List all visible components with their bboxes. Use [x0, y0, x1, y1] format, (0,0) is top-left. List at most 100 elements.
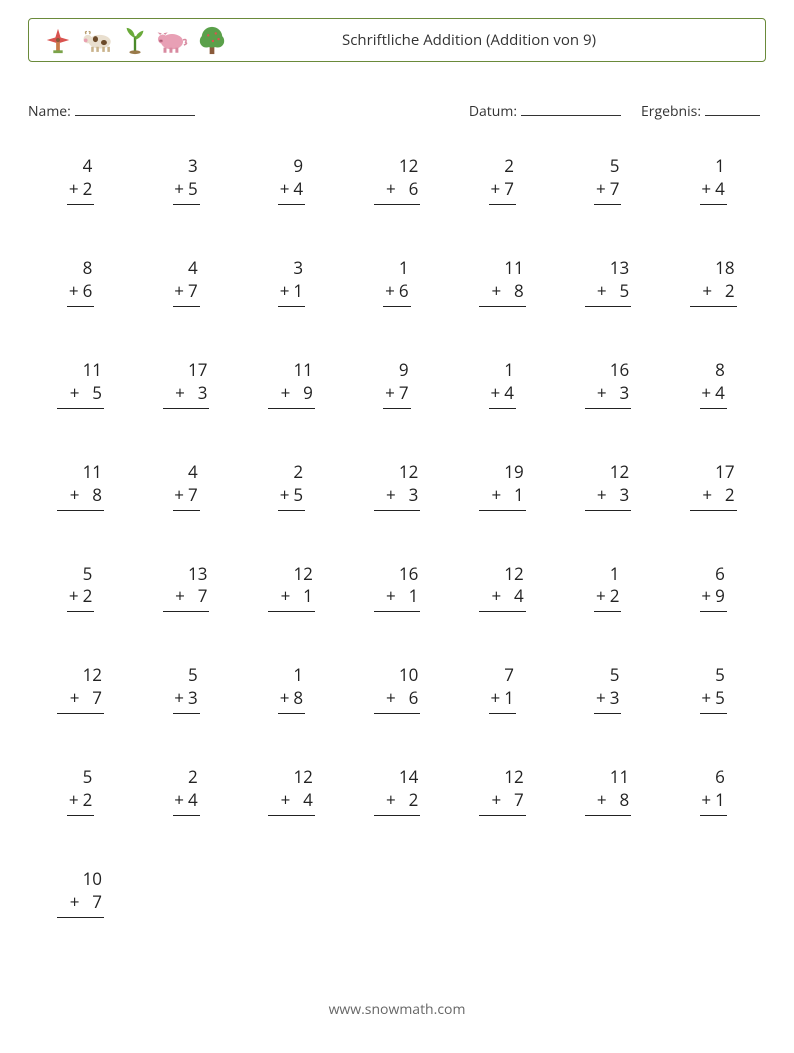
addition-problem: 2+5: [278, 461, 305, 511]
problem-rule: [489, 407, 516, 409]
addition-problem: 12+ 7: [479, 766, 526, 816]
addend-bottom-value: 5: [188, 178, 198, 201]
addend-top: 17: [188, 359, 209, 382]
addition-problem: 11+ 8: [57, 461, 104, 511]
addend-top: 12: [399, 155, 420, 178]
plus-operator: +: [70, 382, 80, 405]
info-fields-row: Name: Datum: Ergebnis:: [28, 102, 766, 121]
plus-operator: +: [174, 178, 184, 201]
addition-problem: 9+4: [278, 155, 305, 205]
addition-problem: 1+6: [383, 257, 410, 307]
addition-problem: 1+4: [700, 155, 727, 205]
addend-bottom: +2: [596, 585, 621, 608]
addition-problem: 5+5: [700, 664, 727, 714]
addend-bottom: +3: [596, 687, 621, 710]
addend-bottom: + 6: [386, 687, 420, 710]
plus-operator: +: [702, 484, 712, 507]
addend-bottom-value: 8: [505, 280, 524, 303]
plus-operator: +: [701, 178, 711, 201]
plus-operator: +: [491, 585, 501, 608]
addend-top: 12: [399, 461, 420, 484]
addend-bottom-value: 8: [83, 484, 102, 507]
addend-top: 1: [504, 359, 516, 382]
addition-problem: 3+5: [173, 155, 200, 205]
problem-rule: [57, 509, 104, 511]
addend-top: 5: [83, 766, 95, 789]
footer-link[interactable]: www.snowmath.com: [0, 1000, 794, 1019]
worksheet-page: Schriftliche Addition (Addition von 9) N…: [0, 0, 794, 1053]
addend-bottom: + 3: [175, 382, 209, 405]
plus-operator: +: [702, 280, 712, 303]
addend-bottom-value: 5: [83, 382, 102, 405]
problem-rule: [67, 305, 94, 307]
plus-operator: +: [280, 280, 290, 303]
addition-problem: 3+1: [278, 257, 305, 307]
addition-problem: 11+ 8: [479, 257, 526, 307]
addend-bottom-value: 4: [505, 585, 524, 608]
addend-top: 12: [293, 766, 314, 789]
addition-problem: 2+4: [173, 766, 200, 816]
addition-problem: 12+ 3: [585, 461, 632, 511]
addend-bottom: +7: [174, 280, 199, 303]
addend-top: 11: [83, 461, 104, 484]
plus-operator: +: [385, 382, 395, 405]
addend-top: 2: [293, 461, 305, 484]
addend-top: 1: [293, 664, 305, 687]
date-label: Datum:: [469, 102, 517, 121]
plus-operator: +: [174, 789, 184, 812]
problem-rule: [585, 407, 632, 409]
plus-operator: +: [281, 382, 291, 405]
addend-top: 1: [399, 257, 411, 280]
addend-bottom: +7: [174, 484, 199, 507]
result-label: Ergebnis:: [641, 102, 701, 121]
pig-icon: [155, 26, 189, 54]
problem-rule: [594, 203, 621, 205]
addend-bottom-value: 6: [83, 280, 93, 303]
addend-bottom-value: 5: [293, 484, 303, 507]
addend-bottom: +2: [69, 178, 94, 201]
addend-bottom-value: 8: [293, 687, 303, 710]
plus-operator: +: [596, 178, 606, 201]
addition-problem: 10+ 6: [374, 664, 421, 714]
header-icons: [43, 24, 227, 56]
addend-top: 4: [83, 155, 95, 178]
addition-problem: 4+7: [173, 257, 200, 307]
addend-bottom: +4: [280, 178, 305, 201]
problem-rule: [374, 509, 421, 511]
plus-operator: +: [596, 687, 606, 710]
addition-problem: 12+ 6: [374, 155, 421, 205]
addition-problem: 2+7: [489, 155, 516, 205]
plus-operator: +: [701, 789, 711, 812]
problem-rule: [278, 305, 305, 307]
problem-rule: [173, 814, 200, 816]
addition-problem: 18+ 2: [690, 257, 737, 307]
addend-top: 18: [715, 257, 736, 280]
addend-bottom: + 7: [70, 891, 104, 914]
addition-problem: 6+9: [700, 563, 727, 613]
problem-rule: [67, 203, 94, 205]
addition-problem: 16+ 3: [585, 359, 632, 409]
addend-bottom-value: 1: [504, 687, 514, 710]
addend-bottom-value: 3: [400, 484, 419, 507]
addend-bottom: + 3: [597, 382, 631, 405]
date-blank[interactable]: [521, 102, 621, 116]
addend-bottom-value: 6: [399, 280, 409, 303]
plus-operator: +: [597, 382, 607, 405]
plus-operator: +: [280, 687, 290, 710]
addend-bottom-value: 7: [504, 178, 514, 201]
addend-bottom-value: 3: [611, 382, 630, 405]
name-blank[interactable]: [75, 102, 195, 116]
addition-problem: 11+ 8: [585, 766, 632, 816]
addend-bottom-value: 2: [716, 280, 735, 303]
addend-bottom-value: 7: [83, 891, 102, 914]
addition-problem: 17+ 3: [163, 359, 210, 409]
addend-bottom-value: 1: [294, 585, 313, 608]
addend-top: 10: [399, 664, 420, 687]
addend-bottom: + 8: [491, 280, 525, 303]
addend-bottom-value: 3: [189, 382, 208, 405]
plus-operator: +: [70, 687, 80, 710]
addend-top: 13: [610, 257, 631, 280]
addend-top: 6: [715, 766, 727, 789]
addend-top: 4: [188, 257, 200, 280]
result-blank[interactable]: [705, 102, 760, 116]
